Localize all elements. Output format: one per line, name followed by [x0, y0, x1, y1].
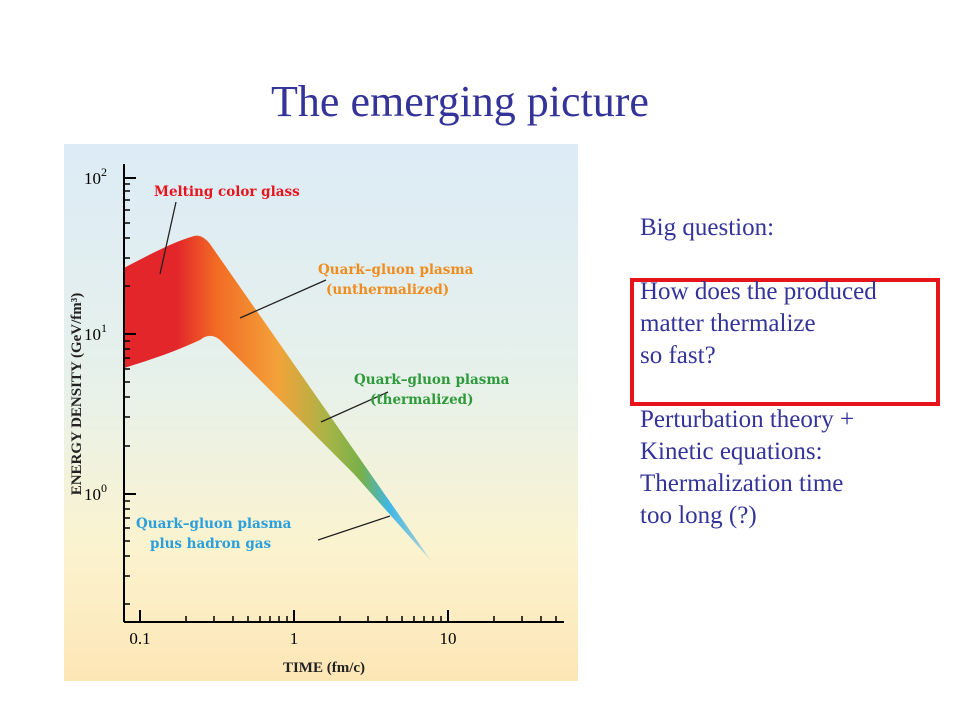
answer-line: too long (?) [640, 502, 757, 529]
label-qgp-thermalized-line2: (thermalized) [370, 392, 474, 408]
label-qgp-hadron-gas-line2: plus hadron gas [150, 536, 272, 552]
answer-line: Thermalization time [640, 470, 844, 497]
x-tick-label: 0.1 [129, 629, 150, 648]
figure-svg: 102 101 100 0.1 1 10 ENERGY DENSITY (GeV… [64, 144, 578, 681]
label-qgp-unthermalized-line2: (unthermalized) [326, 282, 449, 298]
y-tick-label-10: 101 [84, 321, 107, 344]
callout-lines [159, 201, 391, 541]
slide-title: The emerging picture [271, 77, 649, 126]
answer-line: Perturbation theory + [640, 406, 855, 433]
y-minor-ticks [124, 183, 130, 605]
x-minor-ticks [185, 616, 557, 622]
label-qgp-hadron-gas-line1: Quark–gluon plasma [136, 516, 292, 532]
y-tick-labels: 102 101 100 [84, 165, 107, 504]
y-axis-title: ENERGY DENSITY (GeV/fm³) [69, 293, 85, 496]
question-line: How does the produced [640, 278, 877, 305]
question-highlight-box [630, 278, 940, 406]
notes-panel: Big question: How does the produced matt… [640, 212, 960, 532]
label-qgp-thermalized-line1: Quark–gluon plasma [354, 372, 510, 388]
energy-band [124, 235, 432, 562]
x-tick-label: 10 [440, 629, 457, 648]
question-line: so fast? [640, 342, 716, 369]
label-melting-color-glass: Melting color glass [154, 184, 300, 200]
x-tick-label: 1 [290, 629, 299, 648]
label-qgp-unthermalized-line1: Quark–gluon plasma [318, 262, 474, 278]
question-line: matter thermalize [640, 310, 816, 337]
energy-density-figure: 102 101 100 0.1 1 10 ENERGY DENSITY (GeV… [64, 144, 578, 681]
x-axis-title: TIME (fm/c) [283, 660, 365, 676]
answer-line: Kinetic equations: [640, 438, 823, 465]
y-tick-label-1: 100 [84, 481, 107, 504]
notes-heading: Big question: [640, 214, 775, 241]
y-tick-label-100: 102 [84, 165, 107, 188]
